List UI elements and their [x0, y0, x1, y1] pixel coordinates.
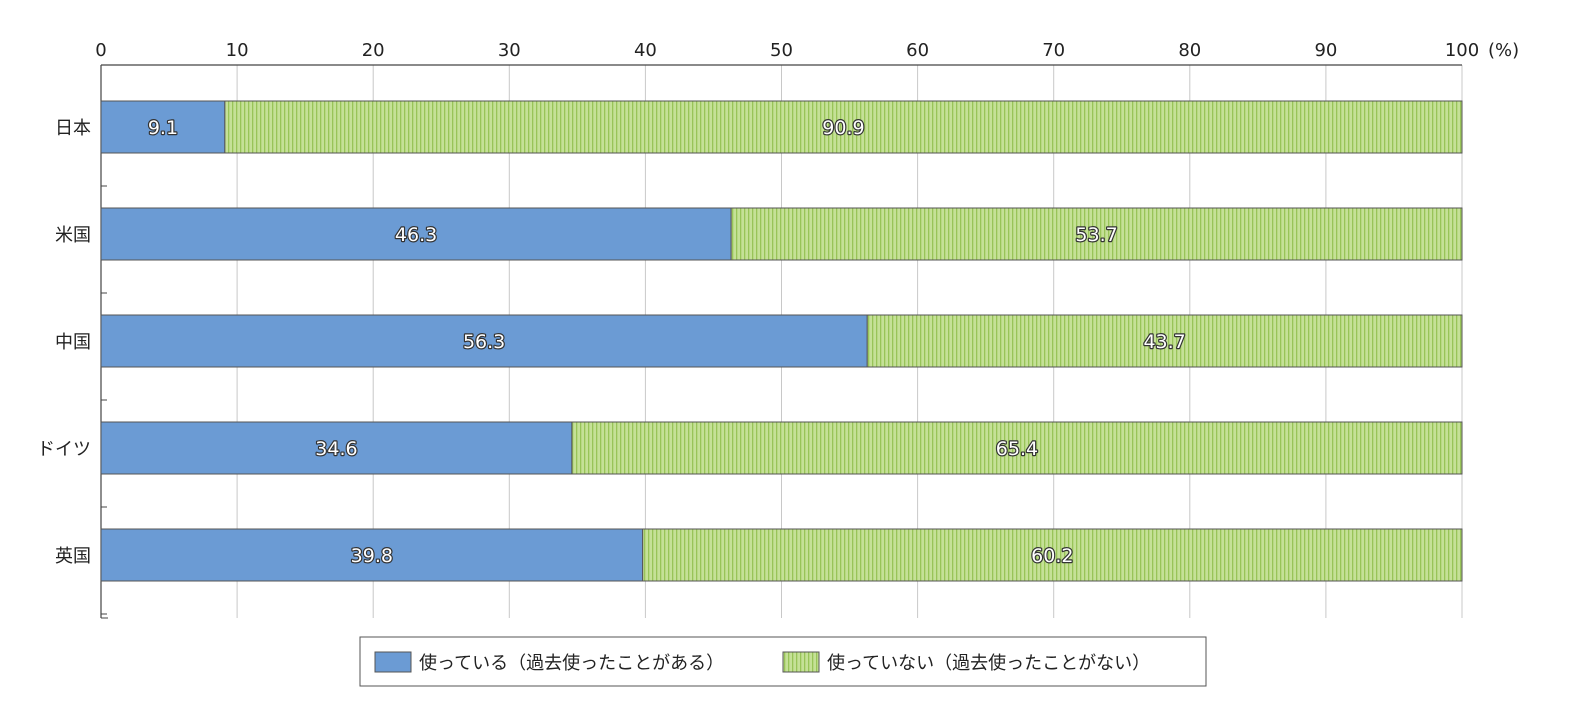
bar-value-label: 65.4	[996, 438, 1038, 460]
x-tick-label: 60	[906, 40, 929, 61]
bar-value-label: 46.3	[395, 224, 437, 246]
legend-swatch-not-used	[782, 651, 820, 673]
x-tick-label: 10	[226, 40, 249, 61]
x-tick-label: 0	[95, 40, 106, 61]
bar-used	[100, 421, 573, 475]
legend-label: 使っている（過去使ったことがある）	[419, 653, 724, 674]
x-tick-label: 20	[362, 40, 385, 61]
x-tick-label: 100	[1445, 40, 1479, 61]
bar-value-label: 90.9	[822, 117, 864, 139]
bars	[100, 100, 1463, 582]
category-label: ドイツ	[37, 439, 91, 460]
bar-value-label: 53.7	[1075, 224, 1117, 246]
bar-value-label: 9.1	[148, 117, 178, 139]
x-unit-label: (%)	[1488, 40, 1519, 61]
category-label: 日本	[55, 118, 91, 139]
bar-value-label: 34.6	[315, 438, 357, 460]
bar-not-used	[642, 528, 1463, 582]
legend-swatch-used	[374, 651, 412, 673]
x-tick-label: 80	[1178, 40, 1201, 61]
legend-label: 使っていない（過去使ったことがない）	[827, 653, 1150, 674]
x-tick-label: 50	[770, 40, 793, 61]
category-label: 英国	[55, 546, 91, 567]
bar-not-used	[224, 100, 1463, 154]
bar-not-used	[571, 421, 1463, 475]
bar-value-label: 60.2	[1031, 545, 1073, 567]
legend: 使っている（過去使ったことがある） 使っていない（過去使ったことがない）	[359, 636, 1207, 687]
bar-not-used	[730, 207, 1463, 261]
labels: 0 10 20 30 40 50 60 70 80 90 100 (%) 9.1 90.9 日本 46.3 53…	[37, 40, 1519, 568]
x-tick-label: 40	[634, 40, 657, 61]
bar-value-label: 43.7	[1143, 331, 1185, 353]
bar-not-used	[866, 314, 1463, 368]
bar-value-label: 56.3	[463, 331, 505, 353]
bar-used	[100, 100, 226, 154]
x-tick-label: 90	[1314, 40, 1337, 61]
x-tick-label: 30	[498, 40, 521, 61]
bar-value-label: 39.8	[351, 545, 393, 567]
category-label: 中国	[55, 332, 91, 353]
bar-used	[100, 207, 732, 261]
category-label: 米国	[55, 225, 91, 246]
x-tick-label: 70	[1042, 40, 1065, 61]
